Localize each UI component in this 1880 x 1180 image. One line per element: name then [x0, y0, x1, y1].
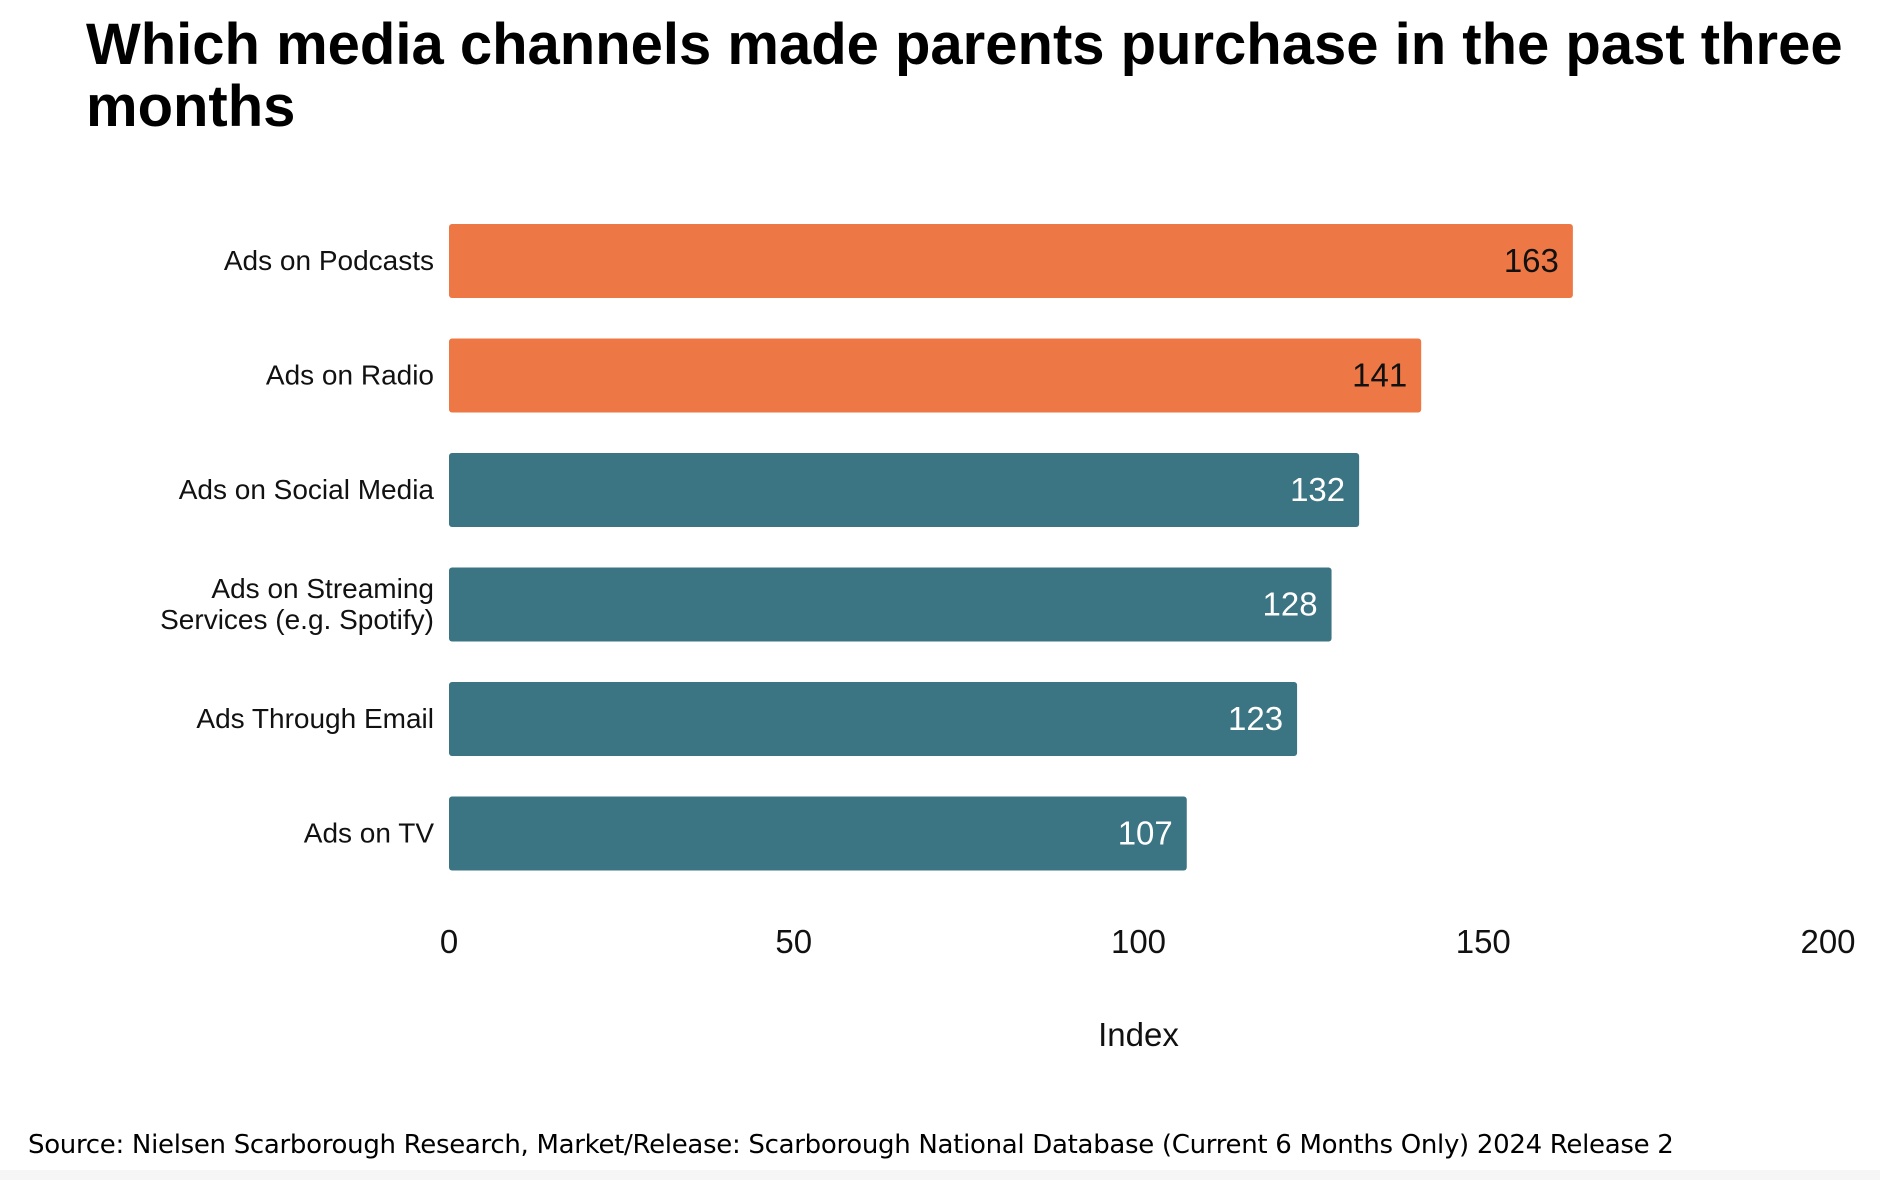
category-label: Ads Through Email [196, 703, 434, 734]
x-tick-label: 0 [440, 923, 458, 960]
x-axis-label: Index [1098, 1016, 1179, 1053]
bar [449, 224, 1573, 298]
chart-title: Which media channels made parents purcha… [86, 12, 1843, 139]
x-tick-label: 50 [775, 923, 812, 960]
data-label: 141 [1352, 357, 1407, 394]
bar [449, 682, 1298, 756]
category-label: Ads on Podcasts [224, 245, 434, 276]
category-label: Ads on Streaming [211, 573, 434, 604]
category-label: Ads on Radio [266, 360, 434, 391]
bar [449, 796, 1187, 871]
bar [449, 453, 1360, 527]
data-label: 132 [1290, 471, 1345, 508]
bar-chart: 163 Ads on Podcasts 141 Ads on Radio 132 Ads … [160, 224, 1856, 1053]
source-note: Source: Nielsen Scarborough Research, Ma… [28, 1130, 1674, 1160]
footer-strip [0, 1170, 1880, 1180]
category-label: Ads on Social Media [179, 474, 435, 505]
data-label: 163 [1504, 242, 1559, 279]
x-tick-label: 150 [1456, 923, 1511, 960]
category-label: Ads on TV [304, 818, 435, 849]
data-label: 107 [1118, 815, 1173, 852]
bar [449, 567, 1332, 642]
x-tick-label: 100 [1111, 923, 1166, 960]
category-label: Services (e.g. Spotify) [160, 604, 434, 635]
data-label: 123 [1228, 700, 1283, 737]
x-tick-label: 200 [1800, 923, 1855, 960]
data-label: 128 [1262, 586, 1317, 623]
bar [449, 338, 1422, 413]
